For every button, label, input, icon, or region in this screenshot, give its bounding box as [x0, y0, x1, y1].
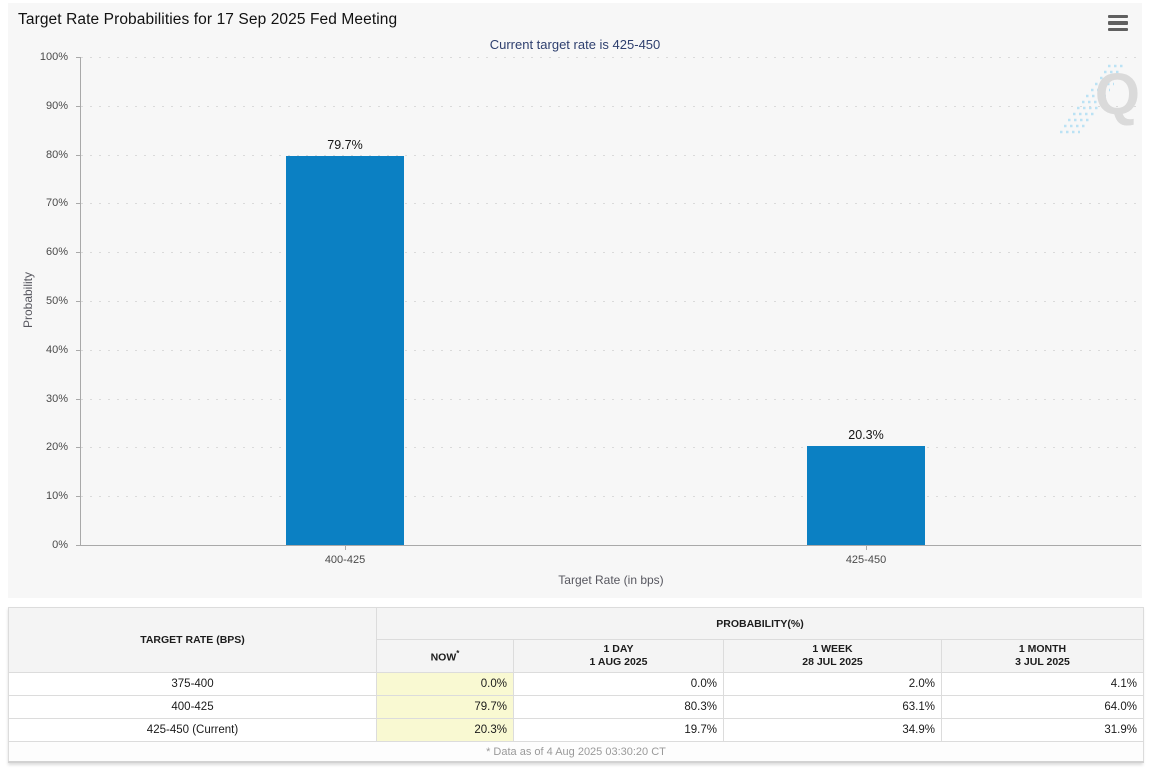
table-row: 425-450 (Current) 20.3% 19.7% 34.9% 31.9…	[8, 718, 1144, 742]
menu-bar	[1108, 21, 1128, 25]
y-tick-mark	[76, 398, 80, 400]
menu-bar	[1108, 27, 1128, 31]
gridline	[81, 57, 1141, 58]
table-header-row-2: NOW* 1 DAY 1 AUG 2025 1 WEEK 28 JUL 2025 1…	[9, 639, 1144, 673]
col-header-target-rate: TARGET RATE (BPS)	[8, 607, 377, 673]
y-tick-label: 70%	[45, 197, 68, 210]
bar[interactable]	[286, 156, 404, 545]
chart-subtitle: Current target rate is 425-450	[489, 37, 661, 52]
col-header-probability: PROBABILITY(%)	[376, 607, 1144, 640]
bar-value-label: 20.3%	[848, 427, 884, 442]
bar[interactable]	[807, 445, 925, 545]
cell-now: 79.7%	[376, 695, 514, 719]
gridline	[81, 398, 1141, 400]
cell-now: 0.0%	[376, 672, 514, 696]
y-tick-mark	[76, 105, 80, 107]
gridline	[81, 496, 1141, 498]
cell-1week: 63.1%	[723, 695, 942, 719]
y-tick-label: 80%	[45, 148, 68, 161]
bar-slot-425-450: 20.3%	[807, 57, 925, 545]
y-tick-label: 20%	[45, 441, 68, 454]
y-tick-label: 90%	[45, 99, 68, 112]
gridline	[81, 203, 1141, 205]
plot-area: 79.7% 20.3% 400-425 425-450 Target Rate …	[80, 57, 1141, 587]
y-tick-label: 0%	[52, 539, 68, 551]
y-tick-mark	[76, 252, 80, 254]
table-header-row-1: TARGET RATE (BPS) PROBABILITY(%)	[8, 607, 1144, 673]
table-row: 400-425 79.7% 80.3% 63.1% 64.0%	[8, 695, 1144, 719]
y-tick-mark	[76, 301, 80, 302]
x-axis-title: Target Rate (in bps)	[558, 573, 664, 587]
cell-rate: 400-425	[8, 695, 377, 719]
footnote-asterisk: *	[456, 649, 460, 659]
y-tick-mark	[76, 496, 80, 498]
bar-value-label: 79.7%	[327, 138, 363, 153]
menu-bar	[1108, 15, 1128, 19]
gridline	[81, 301, 1141, 302]
data-as-of-note: * Data as of 4 Aug 2025 03:30:20 CT	[8, 741, 1144, 763]
x-tick-mark	[866, 545, 867, 550]
y-tick-mark	[76, 154, 80, 156]
x-tick-label: 425-450	[845, 554, 887, 566]
quikstrike-watermark: Q	[1058, 58, 1146, 146]
gridline	[81, 349, 1141, 351]
cell-1day: 19.7%	[513, 718, 724, 742]
cell-1day: 80.3%	[513, 695, 724, 719]
watermark-bolt-icon	[1060, 64, 1124, 134]
table-footer-row: * Data as of 4 Aug 2025 03:30:20 CT	[8, 741, 1144, 763]
y-tick-label: 50%	[45, 295, 68, 307]
col-header-1month: 1 MONTH 3 JUL 2025	[941, 639, 1144, 673]
probability-table-wrap: TARGET RATE (BPS) PROBABILITY(%) NOW* 1 …	[8, 607, 1144, 763]
table-row: 375-400 0.0% 0.0% 2.0% 4.1%	[8, 672, 1144, 696]
y-tick-mark	[76, 349, 80, 351]
cell-1week: 34.9%	[723, 718, 942, 742]
cell-rate: 425-450 (Current)	[8, 718, 377, 742]
y-tick-mark	[76, 545, 80, 546]
y-tick-mark	[76, 203, 80, 205]
y-tick-label: 100%	[39, 51, 68, 63]
y-tick-mark	[76, 447, 80, 449]
x-tick-label: 400-425	[324, 554, 366, 566]
x-tick-mark	[345, 545, 346, 550]
cell-rate: 375-400	[8, 672, 377, 696]
watermark-q-letter: Q	[1094, 62, 1140, 127]
y-tick-label: 30%	[45, 392, 68, 405]
gridline	[81, 447, 1141, 449]
probability-table: TARGET RATE (BPS) PROBABILITY(%) NOW* 1 …	[8, 607, 1144, 763]
col-header-1day: 1 DAY 1 AUG 2025	[513, 639, 724, 673]
y-tick-label: 10%	[45, 490, 68, 503]
gridline	[81, 154, 1141, 156]
col-header-1week: 1 WEEK 28 JUL 2025	[723, 639, 942, 673]
cell-1month: 31.9%	[941, 718, 1144, 742]
gridline	[81, 105, 1141, 107]
y-tick-label: 60%	[45, 246, 68, 259]
fedwatch-chart-panel: Target Rate Probabilities for 17 Sep 202…	[8, 3, 1142, 598]
cell-1month: 64.0%	[941, 695, 1144, 719]
bar-slot-400-425: 79.7%	[286, 57, 404, 545]
y-tick-label: 40%	[45, 343, 68, 356]
cell-1day: 0.0%	[513, 672, 724, 696]
y-tick-mark	[76, 57, 80, 58]
cell-1week: 2.0%	[723, 672, 942, 696]
hamburger-menu-icon[interactable]	[1108, 15, 1128, 31]
gridline	[81, 252, 1141, 254]
cell-now: 20.3%	[376, 718, 514, 742]
col-header-now: NOW*	[376, 639, 514, 673]
chart-title: Target Rate Probabilities for 17 Sep 202…	[18, 11, 398, 28]
cell-1month: 4.1%	[941, 672, 1144, 696]
